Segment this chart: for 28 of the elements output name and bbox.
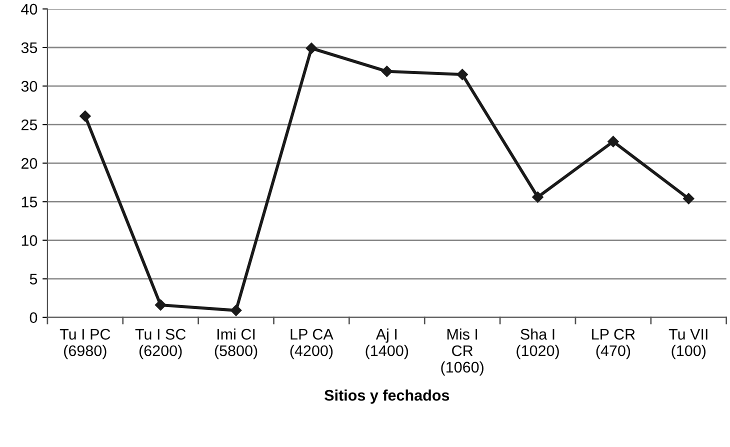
point bbox=[306, 42, 318, 54]
y-tick-label: 40 bbox=[21, 4, 38, 15]
y-tick-label: 30 bbox=[21, 80, 38, 92]
point bbox=[154, 299, 166, 311]
x-tick-label: Aj I (1400) bbox=[366, 328, 408, 360]
x-tick-label: LP CA (4200) bbox=[290, 328, 334, 360]
y-tick-label: 10 bbox=[22, 235, 38, 246]
x-axis-title: Sitios y fechados bbox=[324, 390, 450, 404]
y-tick-label: 20 bbox=[22, 158, 38, 169]
point bbox=[683, 193, 694, 204]
x-tick-label: Tu VII (100) bbox=[668, 329, 708, 360]
y-tick-label: 25 bbox=[22, 119, 38, 130]
x-tick-label: Sha I (1020) bbox=[516, 328, 559, 360]
x-tick-label: Imi CI (5800) bbox=[214, 328, 258, 360]
point bbox=[230, 304, 242, 316]
x-tick-label: Tu I PC (6980) bbox=[60, 328, 110, 360]
x-tick-label: LP CR (470) bbox=[592, 328, 635, 360]
point bbox=[456, 68, 468, 80]
y-tick-label: 15 bbox=[22, 196, 38, 208]
point bbox=[608, 136, 619, 148]
point bbox=[381, 66, 393, 78]
x-tick-label: Tu I SC (6200) bbox=[135, 328, 186, 360]
y-tick-label: 5 bbox=[30, 274, 38, 284]
point bbox=[532, 191, 544, 203]
x-tick-label: Mis I CR (1060) bbox=[441, 328, 484, 376]
y-tick-label: 35 bbox=[21, 42, 38, 54]
y-tick-label: 0 bbox=[30, 312, 38, 324]
point bbox=[80, 110, 91, 122]
